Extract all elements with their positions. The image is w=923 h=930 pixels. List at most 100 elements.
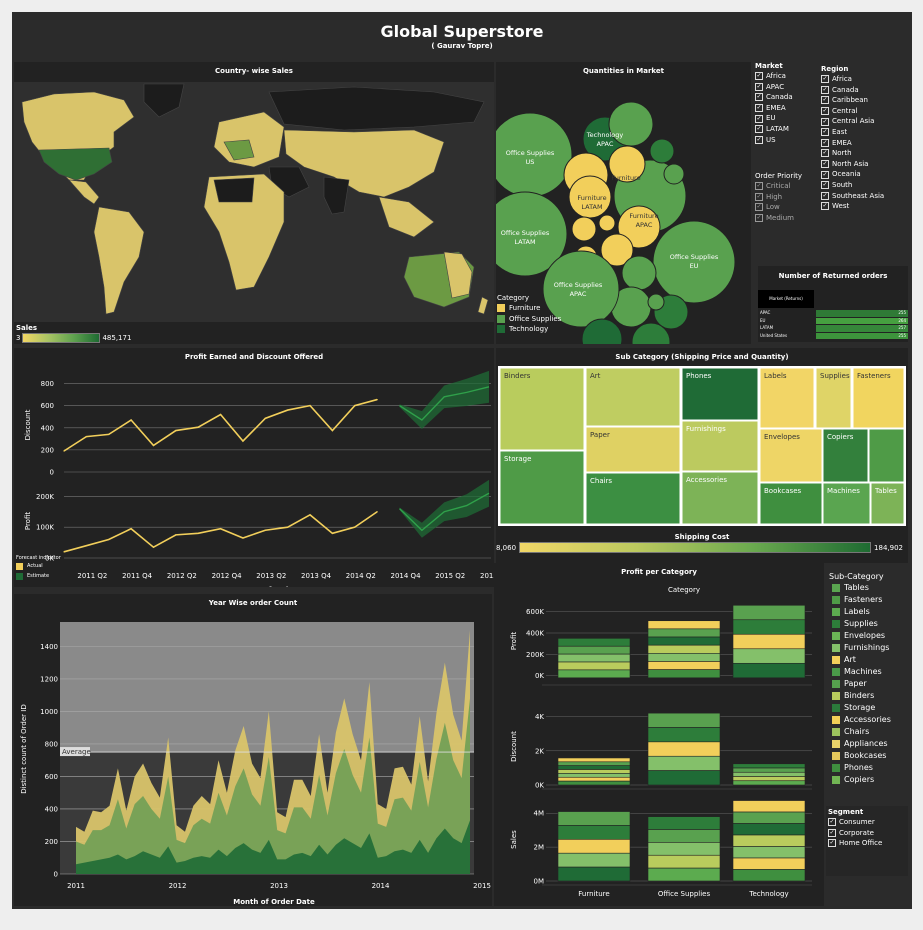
region-filter-item-west[interactable]: ✓ West — [821, 202, 850, 211]
category-legend-item-technology[interactable]: Technology — [497, 324, 561, 335]
order-count-chart[interactable]: 0 200 400 600 800 1000 1200 1400 Average 2011 2012… — [14, 594, 492, 906]
region-filter-item-southeast-asia[interactable]: ✓ Southeast Asia — [821, 191, 885, 200]
order-count-panel[interactable]: Year Wise order Count 0 200 400 600 800 1000 1… — [14, 594, 492, 906]
segment-filter-item-home-office[interactable]: ✓ Home Office — [828, 839, 883, 848]
region-filter-item-caribbean[interactable]: ✓ Caribbean — [821, 96, 868, 105]
market-filter-item-us[interactable]: ✓ US — [755, 135, 776, 144]
checkbox-icon[interactable]: ✓ — [828, 828, 836, 837]
region-filter-item-africa[interactable]: ✓ Africa — [821, 75, 852, 84]
checkbox-icon[interactable]: ✓ — [821, 117, 829, 126]
checkbox-icon[interactable]: ✓ — [755, 203, 763, 212]
market-filter-item-emea[interactable]: ✓ EMEA — [755, 103, 786, 113]
checkbox-icon[interactable]: ✓ — [755, 182, 763, 191]
subcategory-legend-item-appliances[interactable]: Appliances — [829, 738, 891, 750]
subcategory-legend-item-fasteners[interactable]: Fasteners — [829, 594, 891, 606]
region-filter-item-north-asia[interactable]: ✓ North Asia — [821, 159, 869, 169]
map-panel[interactable]: Country- wise Sales — [14, 62, 494, 344]
subcategory-legend-item-supplies[interactable]: Supplies — [829, 618, 891, 630]
subcategory-legend-item-accessories[interactable]: Accessories — [829, 714, 891, 726]
profit-discount-title: Profit Earned and Discount Offered — [184, 353, 324, 361]
returns-row: LATAM 257 — [758, 325, 908, 332]
checkbox-icon[interactable]: ✓ — [755, 214, 763, 223]
checkbox-icon[interactable]: ✓ — [821, 160, 829, 169]
bubble-office-supplies-eu — [652, 220, 736, 304]
checkbox-icon[interactable]: ✓ — [821, 107, 829, 116]
market-filter-item-canada[interactable]: ✓ Canada — [755, 93, 793, 102]
treemap-cell-machines: Machines — [822, 482, 871, 525]
checkbox-icon[interactable]: ✓ — [821, 170, 829, 179]
subcategory-legend-item-chairs[interactable]: Chairs — [829, 726, 891, 738]
market-filter-item-africa[interactable]: ✓ Africa — [755, 72, 786, 81]
sales-legend-min: 3 — [16, 334, 21, 342]
checkbox-icon[interactable]: ✓ — [755, 114, 763, 123]
area-bottom — [76, 820, 470, 874]
checkbox-icon[interactable]: ✓ — [828, 839, 836, 848]
region-filter-item-oceania[interactable]: ✓ Oceania — [821, 170, 861, 179]
subcategory-legend-item-copiers[interactable]: Copiers — [829, 774, 891, 786]
priority-filter-item-low[interactable]: ✓ Low — [755, 203, 780, 212]
checkbox-icon[interactable]: ✓ — [821, 138, 829, 147]
priority-filter-item-critical[interactable]: ✓ Critical — [755, 182, 791, 191]
subcategory-legend-item-art[interactable]: Art — [829, 654, 891, 666]
treemap-rect — [822, 428, 869, 483]
region-filter-item-south[interactable]: ✓ South — [821, 180, 853, 190]
priority-filter-item-medium[interactable]: ✓ Medium — [755, 213, 794, 223]
market-filter-title: Market — [755, 62, 783, 70]
subcategory-legend-item-machines[interactable]: Machines — [829, 666, 891, 678]
data-point — [85, 436, 87, 438]
treemap[interactable]: Binders Storage Art Paper Chairs Phones Furnis… — [496, 348, 908, 563]
checkbox-icon[interactable]: ✓ — [755, 125, 763, 134]
checkbox-icon[interactable]: ✓ — [821, 75, 829, 84]
y-tick-label: 400K — [526, 630, 544, 638]
checkbox-icon[interactable]: ✓ — [821, 149, 829, 158]
profit-discount-panel[interactable]: Profit Earned and Discount Offered 0 200 4… — [14, 348, 494, 587]
subcategory-legend-item-furnishings[interactable]: Furnishings — [829, 642, 891, 654]
checkbox-icon[interactable]: ✓ — [828, 818, 836, 827]
checkbox-icon[interactable]: ✓ — [755, 192, 763, 201]
checkbox-icon[interactable]: ✓ — [755, 104, 763, 113]
treemap-panel[interactable]: Sub Category (Shipping Price and Quantit… — [496, 348, 908, 563]
profit-category-panel[interactable]: Profit per Category Category 0K 200K 400K 60… — [494, 563, 824, 906]
checkbox-icon[interactable]: ✓ — [755, 93, 763, 102]
subcategory-legend-item-envelopes[interactable]: Envelopes — [829, 630, 891, 642]
segment-filter-item-consumer[interactable]: ✓ Consumer — [828, 818, 875, 827]
checkbox-icon[interactable]: ✓ — [821, 202, 829, 211]
treemap-label: Labels — [764, 372, 787, 380]
subcategory-legend-item-labels[interactable]: Labels — [829, 606, 891, 618]
returns-market: APAC — [760, 310, 771, 315]
x-tick-label: 2011 Q2 — [77, 572, 107, 580]
subcategory-legend-item-bookcases[interactable]: Bookcases — [829, 750, 891, 762]
region-filter-item-canada[interactable]: ✓ Canada — [821, 85, 859, 94]
priority-filter-item-high[interactable]: ✓ High — [755, 192, 783, 201]
segment-filter-item-corporate[interactable]: ✓ Corporate — [828, 828, 874, 837]
checkbox-icon[interactable]: ✓ — [821, 191, 829, 200]
checkbox-icon[interactable]: ✓ — [755, 72, 763, 81]
subcategory-legend-item-paper[interactable]: Paper — [829, 678, 891, 690]
category-legend-item-office-supplies[interactable]: Office Supplies — [497, 314, 561, 325]
bubble-chart[interactable]: Office SuppliesUSTechnologyAPACFurniture… — [496, 62, 751, 344]
world-map[interactable] — [14, 62, 494, 344]
subcategory-legend-item-storage[interactable]: Storage — [829, 702, 891, 714]
market-filter-item-latam[interactable]: ✓ LATAM — [755, 124, 789, 134]
subcategory-legend-item-phones[interactable]: Phones — [829, 762, 891, 774]
checkbox-icon[interactable]: ✓ — [821, 85, 829, 94]
checkbox-icon[interactable]: ✓ — [821, 128, 829, 137]
subcategory-legend-item-tables[interactable]: Tables — [829, 582, 891, 594]
market-filter-item-eu[interactable]: ✓ EU — [755, 114, 776, 123]
checkbox-icon[interactable]: ✓ — [821, 181, 829, 190]
category-legend-item-furniture[interactable]: Furniture — [497, 303, 561, 314]
market-filter-item-apac[interactable]: ✓ APAC — [755, 82, 785, 91]
region-filter-item-emea[interactable]: ✓ EMEA — [821, 138, 852, 147]
profit-category-chart[interactable]: Category 0K 200K 400K 600K Profit 0K 2K 4K Discou… — [494, 563, 824, 906]
treemap-cell-accessories: Accessories — [681, 471, 759, 525]
profit-discount-chart[interactable]: 0 200 400 600 800 Discount 0K 100K 200K Profit 201… — [14, 348, 494, 587]
bubble-panel[interactable]: Quantities in Market Office Supplies US Te… — [496, 62, 751, 344]
region-filter-item-north[interactable]: ✓ North — [821, 149, 852, 158]
checkbox-icon[interactable]: ✓ — [755, 135, 763, 144]
checkbox-icon[interactable]: ✓ — [755, 82, 763, 91]
region-filter-item-central[interactable]: ✓ Central — [821, 106, 858, 116]
subcategory-legend-item-binders[interactable]: Binders — [829, 690, 891, 702]
region-filter-item-east[interactable]: ✓ East — [821, 127, 848, 137]
region-filter-item-central-asia[interactable]: ✓ Central Asia — [821, 117, 875, 126]
checkbox-icon[interactable]: ✓ — [821, 96, 829, 105]
